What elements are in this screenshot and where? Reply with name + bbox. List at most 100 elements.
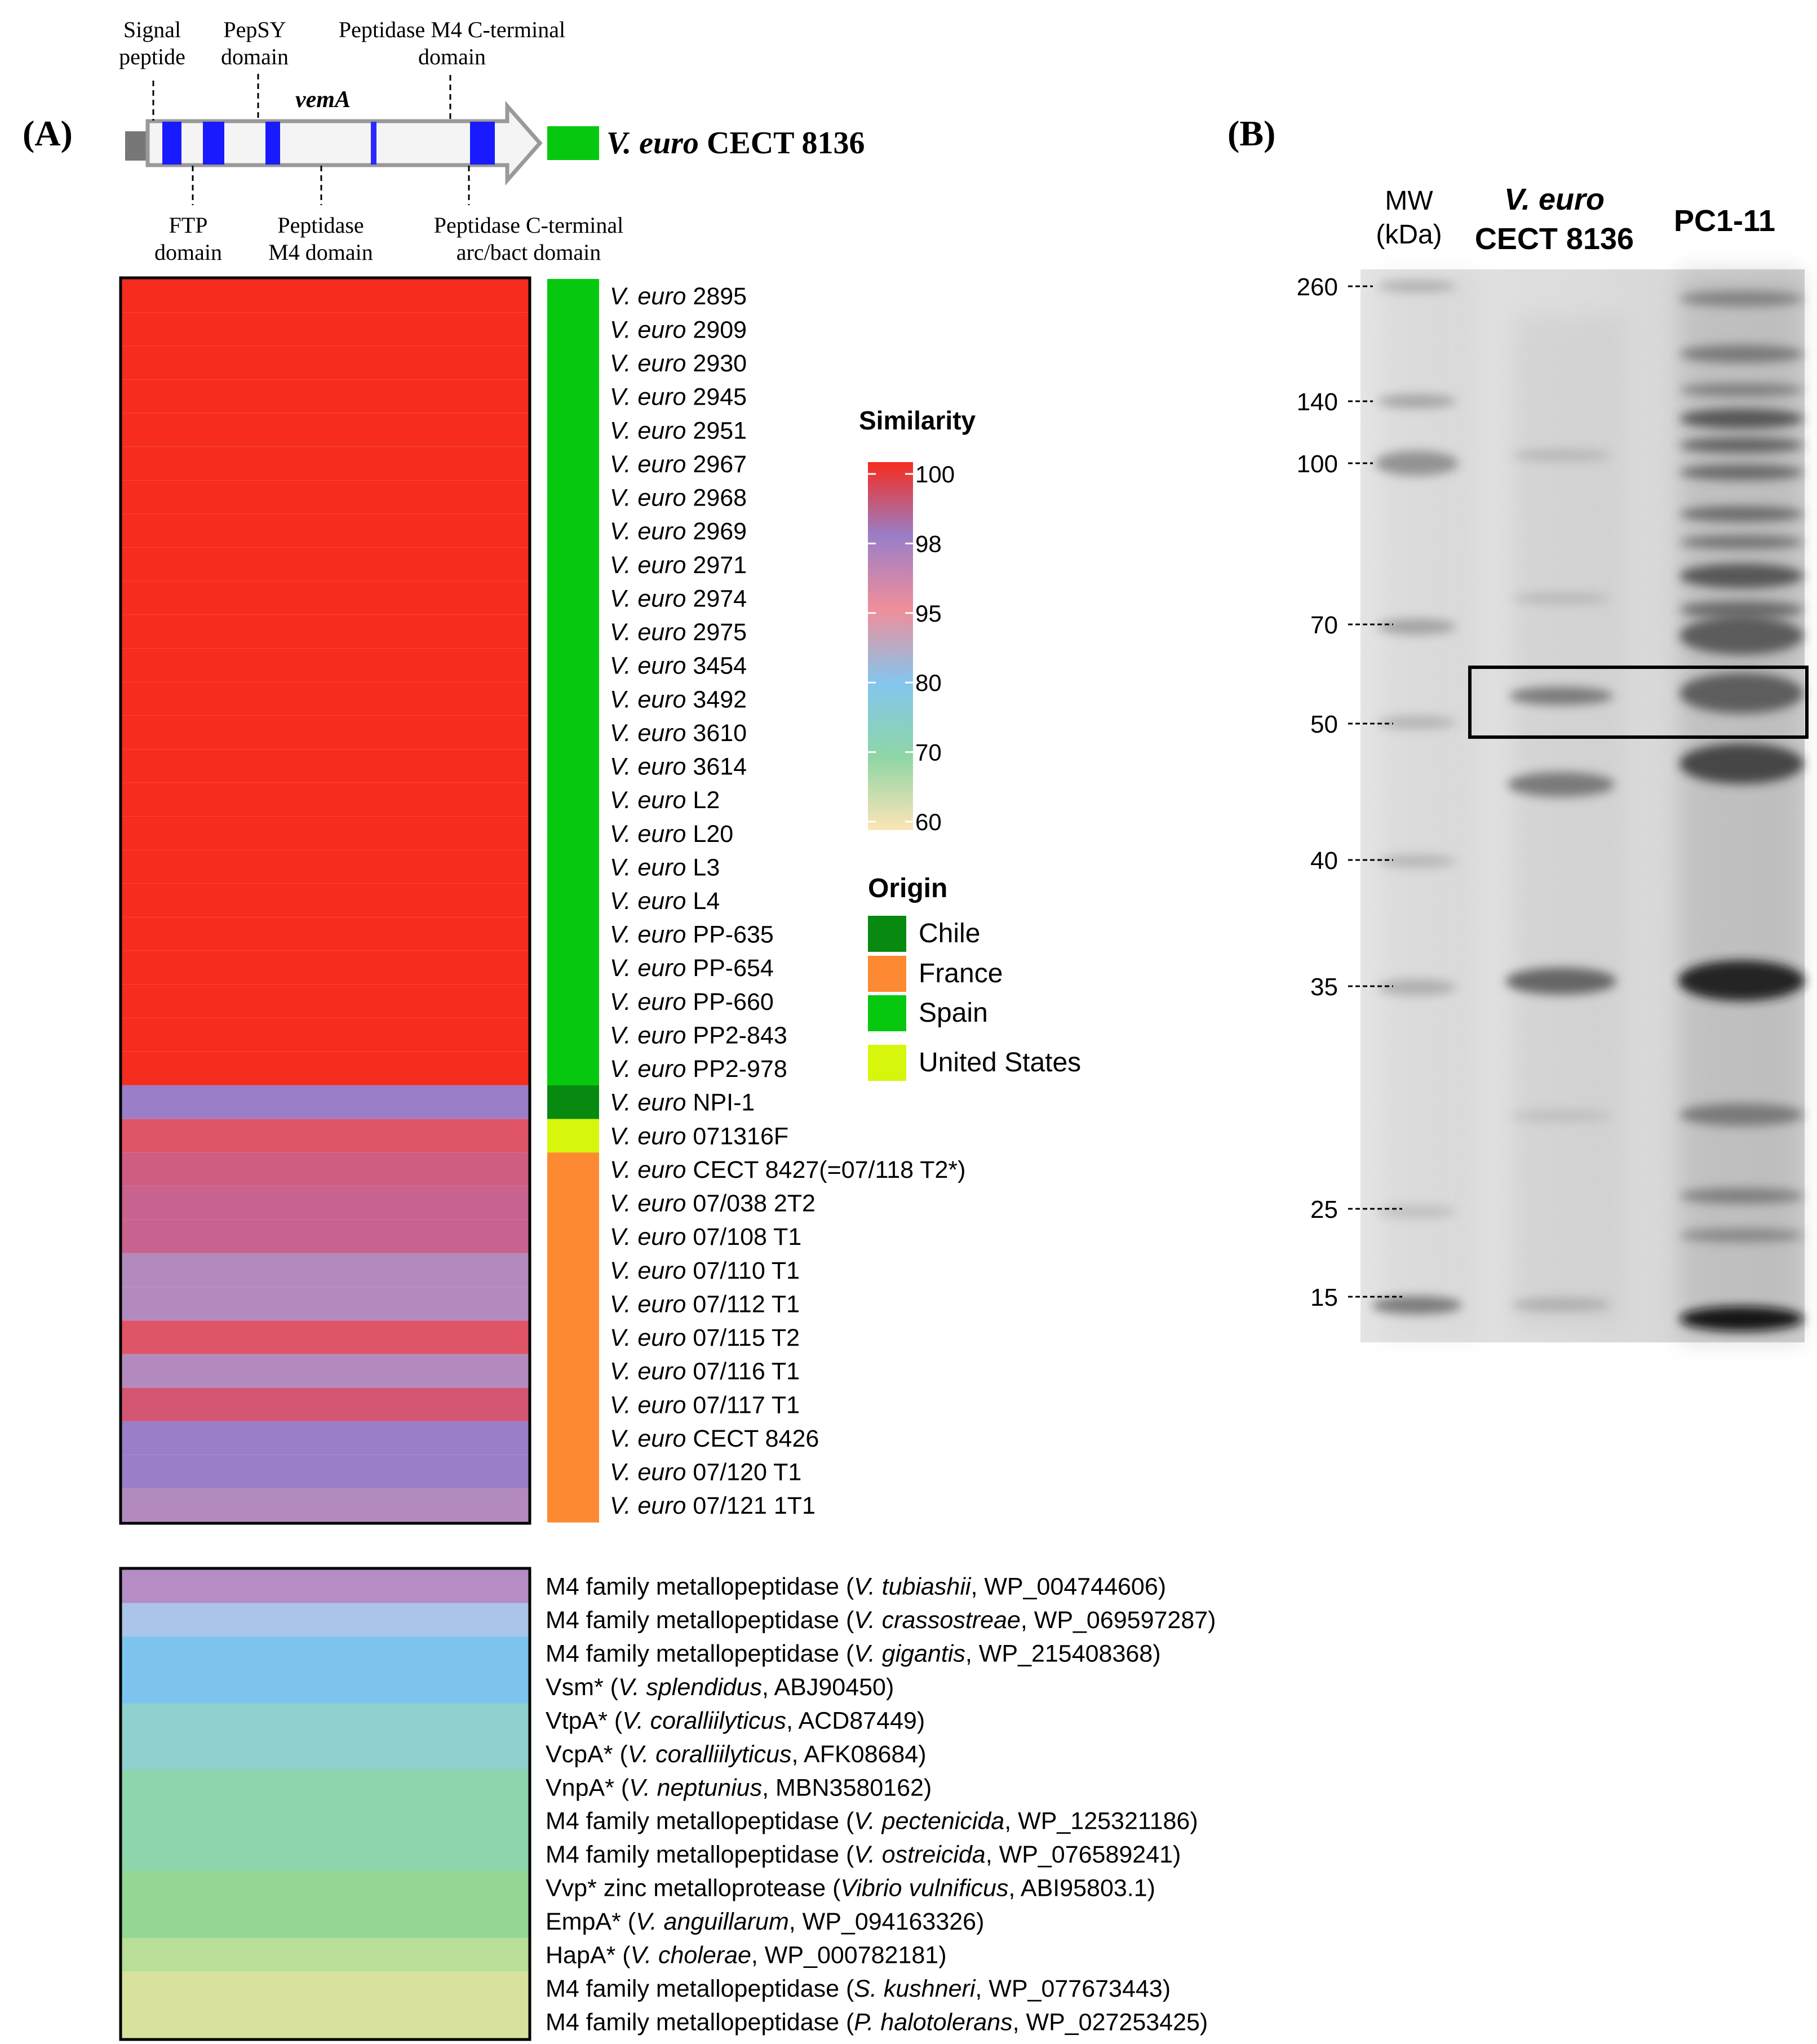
origin-label: Chile (919, 919, 980, 948)
strain-label: V. euro PP-654 (610, 955, 774, 982)
strain-origin-cell (547, 581, 599, 615)
strain-label: V. euro 07/108 T1 (610, 1223, 801, 1251)
strain-origin-cell (547, 951, 599, 985)
reference-heat-cell (122, 2005, 529, 2039)
reference-suffix: , ABJ90450) (762, 1674, 894, 1701)
strain-heat-cell (122, 1085, 529, 1120)
similarity-tick-label: 70 (915, 739, 942, 766)
panel-b-label: (B) (1227, 113, 1275, 153)
reference-species: V. coralliilyticus (628, 1741, 792, 1768)
strain-heat-cell (122, 682, 529, 716)
strain-id: CECT 8427(=07/118 T2*) (686, 1156, 965, 1183)
gel-band (1377, 979, 1456, 995)
strain-label: V. euro 3492 (610, 686, 747, 713)
strain-label: V. euro L4 (610, 888, 720, 915)
origin-swatch (868, 995, 906, 1031)
reference-heat-cell (122, 1636, 529, 1670)
mw-marker-label: 50 (1310, 711, 1338, 738)
lane-cect8136-label-1: V. euro (1504, 183, 1605, 216)
strain-label: V. euro 2909 (610, 316, 747, 343)
strain-species: V. euro (610, 518, 686, 545)
reference-heat-cell (122, 1837, 529, 1872)
gel-band (1512, 450, 1611, 461)
reference-heat-cell (122, 1737, 529, 1771)
reference-prefix: M4 family metallopeptidase ( (546, 2008, 854, 2036)
strain-heat-cell (122, 581, 529, 615)
origin-legend-items: Chile France Spain United States (868, 916, 1081, 1081)
strain-origin-cell (547, 648, 599, 683)
strain-label: V. euro PP-635 (610, 921, 774, 948)
lane-cect8136-label-2: CECT 8136 (1475, 222, 1634, 256)
reference-prefix: M4 family metallopeptidase ( (546, 1975, 854, 2002)
signal-peptide-label-1: Signal (123, 17, 181, 42)
strain-id: CECT 8426 (686, 1425, 819, 1452)
strain-origin-cell (547, 379, 599, 414)
strain-origin-cell (547, 985, 599, 1019)
reference-species: Vibrio vulnificus (840, 1875, 1008, 1902)
strain-origin-cell (547, 1287, 599, 1321)
strain-species: V. euro (610, 854, 686, 881)
strain-label: V. euro 2974 (610, 585, 747, 612)
strain-id: 2895 (686, 283, 747, 310)
strain-heat-cell (122, 1387, 529, 1422)
reference-label: Vvp* zinc metalloprotease (Vibrio vulnif… (546, 1875, 1155, 1902)
reference-prefix: VcpA* ( (546, 1741, 628, 1768)
pepsy-label-1: PepSY (223, 17, 286, 42)
strain-origin-cell (547, 1253, 599, 1288)
gel-band (1679, 743, 1803, 784)
reference-label: M4 family metallopeptidase (V. ostreicid… (546, 1841, 1181, 1868)
strain-label: V. euro CECT 8426 (610, 1425, 819, 1452)
reference-heat-cell (122, 1569, 529, 1604)
strain-label: V. euro 2971 (610, 552, 747, 579)
peptidase-m4-label-1: Peptidase (277, 212, 364, 238)
strain-species: V. euro (610, 1156, 686, 1183)
reference-species: S. kushneri (854, 1975, 976, 2002)
reference-species: V. neptunius (629, 1774, 762, 1801)
gel-band (1377, 854, 1456, 868)
signal-peptide-label-2: peptide (119, 44, 185, 69)
reference-species: V. cholerae (631, 1941, 751, 1968)
strain-id: 2975 (686, 619, 747, 646)
reference-species: V. pectenicida (854, 1808, 1004, 1835)
gel-band (1679, 1188, 1803, 1204)
gel-band (1678, 960, 1805, 1001)
similarity-ticks: 100 98 95 80 70 60 (868, 461, 955, 835)
strain-id: PP2-843 (686, 1022, 787, 1049)
strain-species: V. euro (610, 1492, 686, 1519)
strain-id: 07/108 T1 (686, 1223, 801, 1251)
reference-label: M4 family metallopeptidase (V. crassostr… (546, 1607, 1216, 1634)
reference-suffix: , WP_027253425) (1013, 2008, 1208, 2036)
strain-heat-cell (122, 1421, 529, 1456)
strain-id: PP-635 (686, 921, 773, 948)
reference-label: M4 family metallopeptidase (V. tubiashii… (546, 1573, 1166, 1600)
strain-label: V. euro 2975 (610, 619, 747, 646)
strain-heat-cell (122, 547, 529, 582)
strain-origin-cell (547, 1320, 599, 1355)
strain-species: V. euro (610, 888, 686, 915)
strain-id: PP2-978 (686, 1056, 787, 1083)
reference-species: P. halotolerans (854, 2008, 1012, 2036)
reference-prefix: HapA* ( (546, 1941, 631, 1968)
reference-prefix: Vvp* zinc metalloprotease ( (546, 1875, 841, 1902)
strain-label: V. euro 07/110 T1 (610, 1257, 800, 1284)
reference-species: V. gigantis (854, 1640, 965, 1668)
strain-id: L20 (686, 821, 733, 848)
mw-marker-label: 40 (1310, 847, 1338, 875)
reference-species: V. coralliilyticus (622, 1707, 786, 1734)
mw-marker-label: 15 (1310, 1284, 1338, 1311)
strain-origin-cell (547, 1354, 599, 1389)
origin-label: France (919, 959, 1003, 988)
reference-label: M4 family metallopeptidase (S. kushneri,… (546, 1975, 1171, 2002)
reference-heat-cell (122, 1804, 529, 1838)
strain-id: 2971 (686, 552, 747, 579)
strain-label: V. euro NPI-1 (610, 1089, 755, 1116)
reference-heatmap-border (119, 1567, 531, 2041)
strain-heat-cell (122, 1488, 529, 1523)
strain-heat-cell (122, 1320, 529, 1355)
strain-label: V. euro L20 (610, 821, 733, 848)
reference-heat-cell (122, 1770, 529, 1804)
strain-heat-cell (122, 279, 529, 313)
reference-prefix: EmpA* ( (546, 1908, 636, 1935)
strain-id: 2951 (686, 417, 747, 444)
